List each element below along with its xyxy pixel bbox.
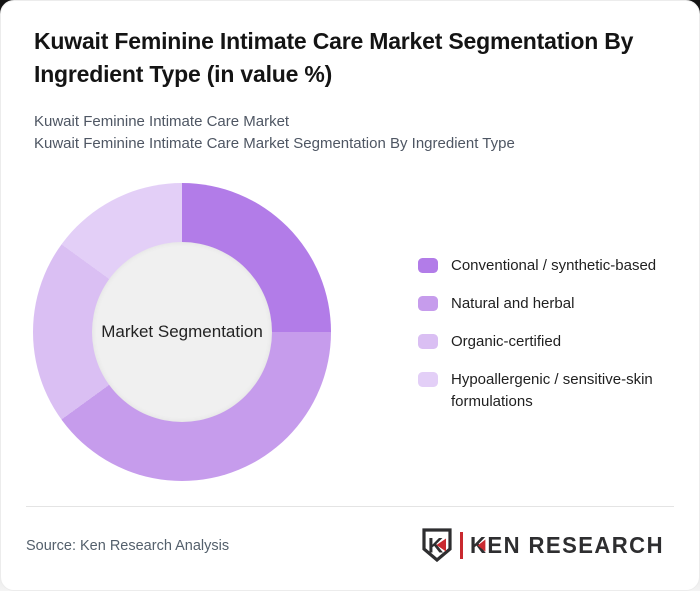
donut-hole: Market Segmentation <box>92 242 272 422</box>
subtitle-segmentation: Kuwait Feminine Intimate Care Market Seg… <box>34 135 515 152</box>
legend-swatch <box>418 334 438 349</box>
chart-legend: Conventional / synthetic-based Natural an… <box>418 255 684 413</box>
shield-k-icon: K <box>422 528 452 562</box>
legend-swatch <box>418 372 438 387</box>
legend-item[interactable]: Organic-certified <box>418 331 684 353</box>
legend-item[interactable]: Natural and herbal <box>418 293 684 315</box>
legend-label: Hypoallergenic / sensitive-skin formulat… <box>451 371 653 410</box>
legend-swatch <box>418 258 438 273</box>
footer-divider <box>26 506 674 507</box>
legend-label: Organic-certified <box>451 333 562 350</box>
ken-research-logo: K K EN RESEARCH <box>420 528 672 562</box>
brand-k-triangle-icon <box>477 539 485 552</box>
legend-swatch <box>418 296 438 311</box>
brand-wordmark: K EN RESEARCH <box>470 532 664 559</box>
subtitle-market: Kuwait Feminine Intimate Care Market <box>34 113 290 130</box>
legend-label: Natural and herbal <box>451 295 575 312</box>
legend-item[interactable]: Conventional / synthetic-based <box>418 255 684 277</box>
logo-separator <box>459 531 463 559</box>
legend-label: Conventional / synthetic-based <box>451 257 657 274</box>
brand-rest: EN RESEARCH <box>487 531 664 558</box>
page-title: Kuwait Feminine Intimate Care Market Seg… <box>34 28 634 87</box>
donut-center-label: Market Segmentation <box>101 322 263 341</box>
donut-chart: Market Segmentation <box>33 183 331 481</box>
legend-item[interactable]: Hypoallergenic / sensitive-skin formulat… <box>418 369 684 413</box>
svg-text:K: K <box>428 535 443 558</box>
source-note: Source: Ken Research Analysis <box>26 538 230 554</box>
brand-k-letter: K <box>469 531 488 558</box>
